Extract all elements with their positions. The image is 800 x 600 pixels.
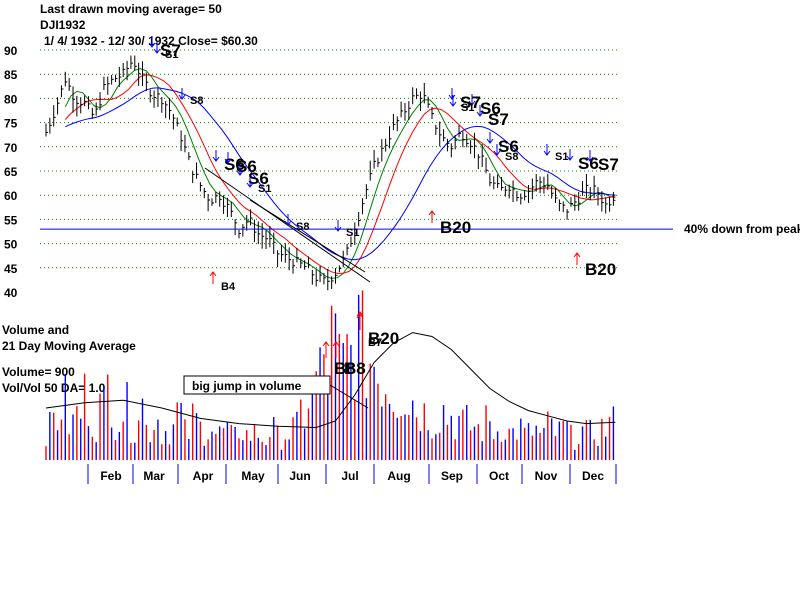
signal-arrowhead bbox=[586, 156, 594, 162]
volume-value-text: Volume= 900 bbox=[2, 365, 75, 379]
y-tick-label: 70 bbox=[4, 141, 18, 155]
y-tick-label: 85 bbox=[4, 68, 18, 82]
volume-signal-arrowhead bbox=[356, 311, 364, 317]
signal-label: S7 bbox=[598, 155, 619, 174]
month-label: Oct bbox=[489, 469, 509, 483]
month-label: Apr bbox=[193, 469, 214, 483]
month-label: Mar bbox=[143, 469, 165, 483]
signal-label: S6 bbox=[578, 154, 599, 173]
month-label: May bbox=[241, 469, 265, 483]
y-tick-label: 50 bbox=[4, 238, 18, 252]
volume-ma-line bbox=[45, 332, 616, 429]
volume-signal-label: B7 bbox=[368, 337, 382, 349]
signal-arrowhead bbox=[212, 156, 220, 162]
signal-label: S8 bbox=[505, 151, 518, 163]
month-label: Nov bbox=[535, 469, 558, 483]
signal-label: S7 bbox=[160, 41, 181, 60]
signal-label: S1 bbox=[461, 102, 474, 114]
signal-label: S1 bbox=[555, 151, 568, 163]
price-bars bbox=[45, 55, 616, 291]
trendline bbox=[249, 199, 366, 273]
forty-pct-line: 40% down from peak bbox=[40, 222, 800, 236]
signal-label: S7 bbox=[488, 110, 509, 129]
signal-label: B4 bbox=[221, 281, 236, 293]
y-tick-label: 90 bbox=[4, 44, 18, 58]
signal-label: S1 bbox=[346, 227, 359, 239]
signal-label: S8 bbox=[190, 95, 203, 107]
signal-arrowhead bbox=[428, 210, 436, 216]
price-y-ticks: 90 85 80 75 70 65 60 55 50 45 40 bbox=[4, 44, 18, 300]
signal-arrowhead bbox=[493, 150, 501, 156]
signal-arrowhead bbox=[334, 226, 342, 232]
month-label: Jun bbox=[289, 469, 310, 483]
month-label: Jul bbox=[341, 469, 358, 483]
signal-arrowhead bbox=[468, 100, 476, 106]
volume-bars bbox=[45, 290, 615, 460]
month-label: Feb bbox=[100, 469, 121, 483]
volume-signal-label: B8 bbox=[344, 359, 366, 378]
moving-averages bbox=[64, 68, 616, 283]
volume-signal-label: B20 bbox=[368, 329, 399, 348]
signal-arrowhead bbox=[148, 42, 156, 48]
header-line2: DJI1932 bbox=[40, 18, 86, 32]
month-label: Dec bbox=[582, 469, 604, 483]
y-tick-label: 55 bbox=[4, 213, 18, 227]
signal-label: S6 bbox=[498, 137, 519, 156]
month-label: Aug bbox=[387, 469, 410, 483]
signal-label: B20 bbox=[440, 218, 471, 237]
price-grid bbox=[40, 49, 620, 269]
signal-label: B20 bbox=[585, 260, 616, 279]
y-tick-label: 60 bbox=[4, 189, 18, 203]
signal-arrowhead bbox=[209, 271, 217, 277]
signal-arrowhead bbox=[448, 94, 456, 100]
signal-arrowhead bbox=[224, 158, 232, 164]
signal-label: S8 bbox=[296, 221, 309, 233]
signal-arrowhead bbox=[236, 170, 244, 176]
forty-pct-label: 40% down from peak bbox=[684, 222, 800, 236]
signal-arrowhead bbox=[486, 138, 494, 144]
signal-label: S1 bbox=[258, 183, 271, 195]
signal-arrowhead bbox=[476, 111, 484, 117]
volume-ratio-text: Vol/Vol 50 DA= 1.0 bbox=[2, 381, 106, 395]
signal-label: S6 bbox=[236, 157, 257, 176]
header-line3: 1/ 4/ 1932 - 12/ 30/ 1932 Close= $60.30 bbox=[44, 34, 258, 48]
y-tick-label: 80 bbox=[4, 92, 18, 106]
ma-green bbox=[64, 68, 616, 280]
signal-arrowhead bbox=[573, 252, 581, 258]
signal-arrowhead bbox=[153, 48, 161, 54]
signal-arrowhead bbox=[566, 155, 574, 161]
volume-signal-arrowhead bbox=[322, 341, 330, 347]
ma-red bbox=[64, 74, 616, 274]
ma-blue bbox=[65, 87, 616, 261]
signal-label: S6 bbox=[480, 99, 501, 118]
signal-arrowhead bbox=[178, 94, 186, 100]
signal-arrowhead bbox=[543, 150, 551, 156]
callout-pointer bbox=[329, 384, 369, 409]
callout-text: big jump in volume bbox=[192, 379, 302, 393]
volume-signal-arrowhead bbox=[332, 341, 340, 347]
volume-signal-label: B8 bbox=[334, 359, 356, 378]
signal-arrowhead bbox=[449, 101, 457, 107]
month-label: Sep bbox=[441, 469, 463, 483]
volume-ma-path bbox=[45, 332, 616, 429]
y-tick-label: 40 bbox=[4, 286, 18, 300]
y-tick-label: 45 bbox=[4, 262, 18, 276]
volume-title1: Volume and bbox=[2, 323, 69, 337]
signal-label: S1 bbox=[165, 49, 178, 61]
month-axis: Feb Mar Apr May Jun Jul Aug Sep Oct Nov Dec bbox=[87, 464, 617, 484]
y-tick-label: 75 bbox=[4, 117, 18, 131]
y-tick-label: 65 bbox=[4, 165, 18, 179]
header-line1: Last drawn moving average= 50 bbox=[40, 2, 222, 16]
signal-arrowhead bbox=[284, 220, 292, 226]
volume-title2: 21 Day Moving Average bbox=[2, 339, 136, 353]
signal-arrowhead bbox=[246, 182, 254, 188]
